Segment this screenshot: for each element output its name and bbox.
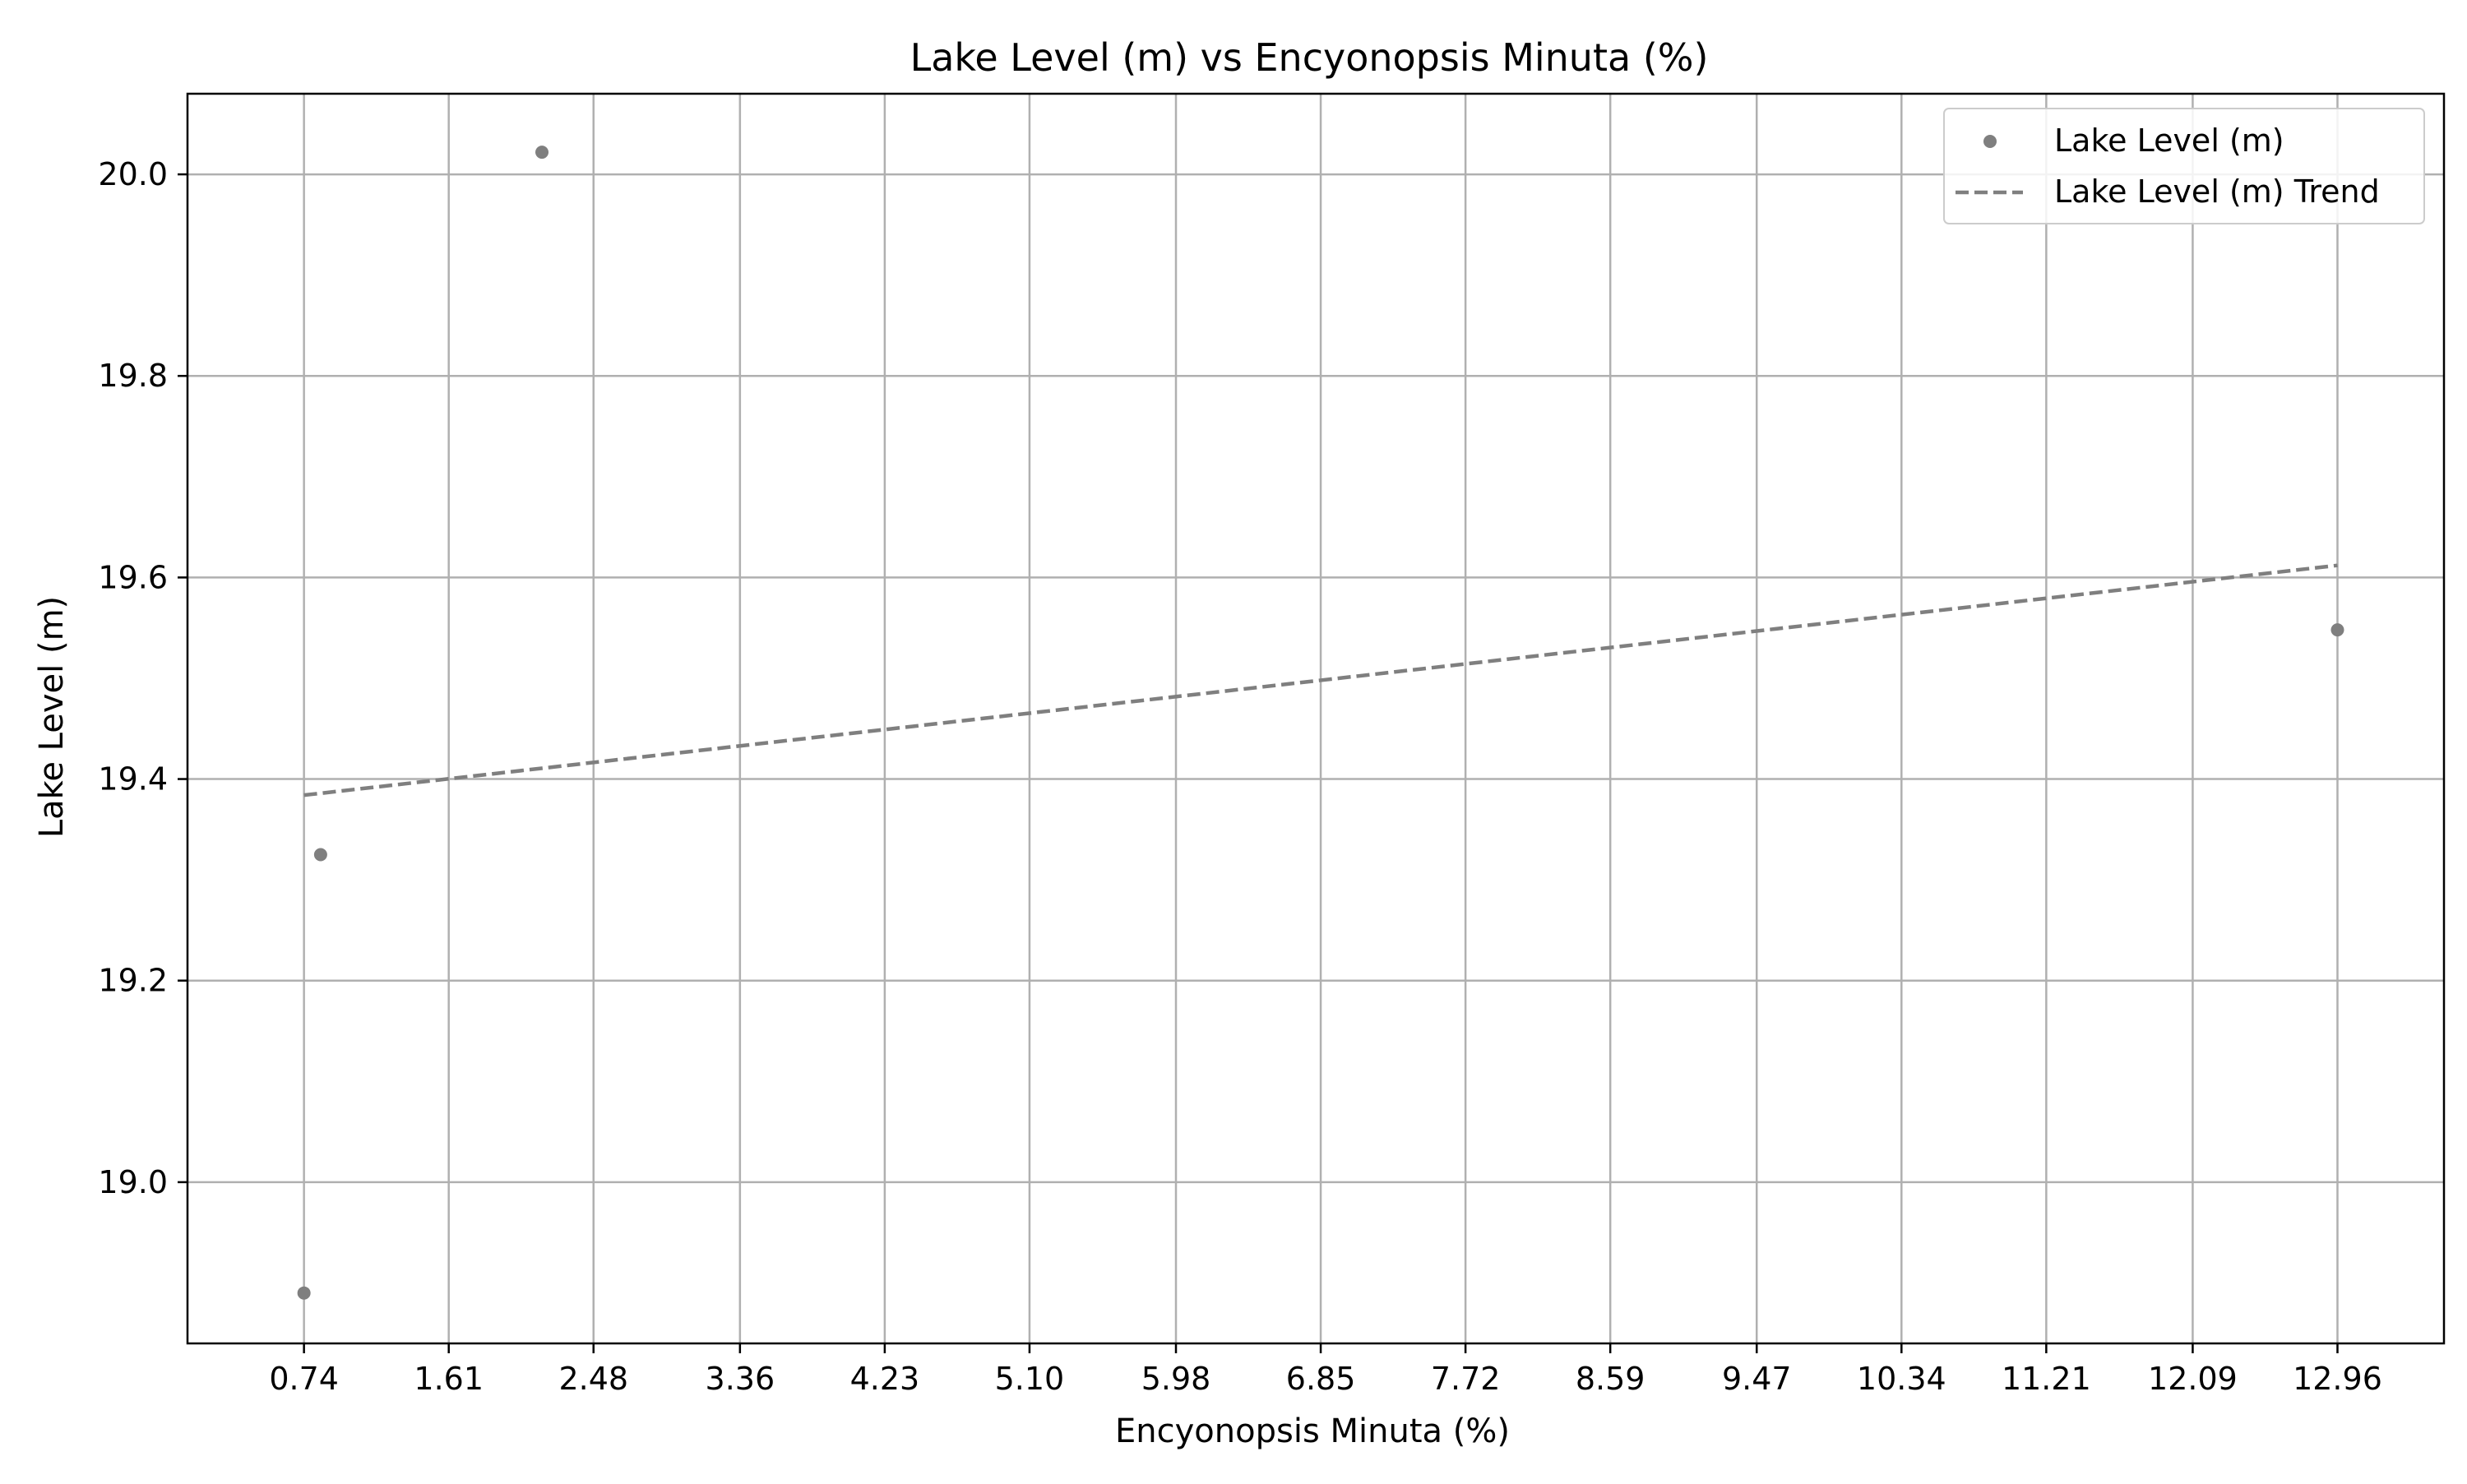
legend: Lake Level (m) Lake Level (m) Trend <box>1943 108 2425 224</box>
x-tick-label: 12.96 <box>2293 1361 2382 1397</box>
y-tick-label: 19.0 <box>98 1164 168 1200</box>
x-axis-label: Encyonopsis Minuta (%) <box>1115 1412 1510 1450</box>
data-point <box>2330 623 2344 637</box>
data-point <box>313 848 327 862</box>
legend-box <box>1943 108 2425 224</box>
chart-title: Lake Level (m) vs Encyonopsis Minuta (%) <box>910 35 1709 80</box>
x-tick-label: 8.59 <box>1576 1361 1645 1397</box>
x-tick-label: 9.47 <box>1722 1361 1792 1397</box>
x-tick-label: 1.61 <box>414 1361 484 1397</box>
data-point <box>535 146 549 159</box>
y-axis-ticks: 19.0 19.2 19.4 19.6 19.8 20.0 <box>98 156 187 1200</box>
x-tick-label: 7.72 <box>1431 1361 1501 1397</box>
y-tick-label: 20.0 <box>98 156 168 192</box>
y-axis-label: Lake Level (m) <box>33 596 71 838</box>
x-tick-label: 0.74 <box>269 1361 339 1397</box>
x-tick-label: 10.34 <box>1857 1361 1946 1397</box>
y-tick-label: 19.2 <box>98 963 168 999</box>
trend-layer <box>303 563 2338 797</box>
y-tick-label: 19.6 <box>98 559 168 595</box>
grid <box>187 94 2444 1343</box>
legend-label-scatter: Lake Level (m) <box>2054 123 2284 159</box>
x-tick-label: 5.98 <box>1141 1361 1211 1397</box>
plot-frame <box>186 92 2446 1345</box>
x-tick-label: 4.23 <box>850 1361 920 1397</box>
trend-line <box>303 563 2338 797</box>
y-tick-label: 19.8 <box>98 358 168 394</box>
x-tick-label: 6.85 <box>1286 1361 1356 1397</box>
x-tick-label: 11.21 <box>2002 1361 2091 1397</box>
x-tick-label: 2.48 <box>558 1361 628 1397</box>
legend-scatter-marker <box>1983 135 1997 148</box>
points-layer <box>297 146 2344 1300</box>
legend-label-trend: Lake Level (m) Trend <box>2054 173 2380 210</box>
x-axis-ticks: 0.74 1.61 2.48 3.36 4.23 5.10 5.98 6.85 7.72 8.59… <box>269 1343 2382 1397</box>
x-tick-label: 3.36 <box>706 1361 775 1397</box>
x-tick-label: 5.10 <box>995 1361 1065 1397</box>
y-tick-label: 19.4 <box>98 761 168 797</box>
data-point <box>297 1286 311 1300</box>
x-tick-label: 12.09 <box>2148 1361 2238 1397</box>
